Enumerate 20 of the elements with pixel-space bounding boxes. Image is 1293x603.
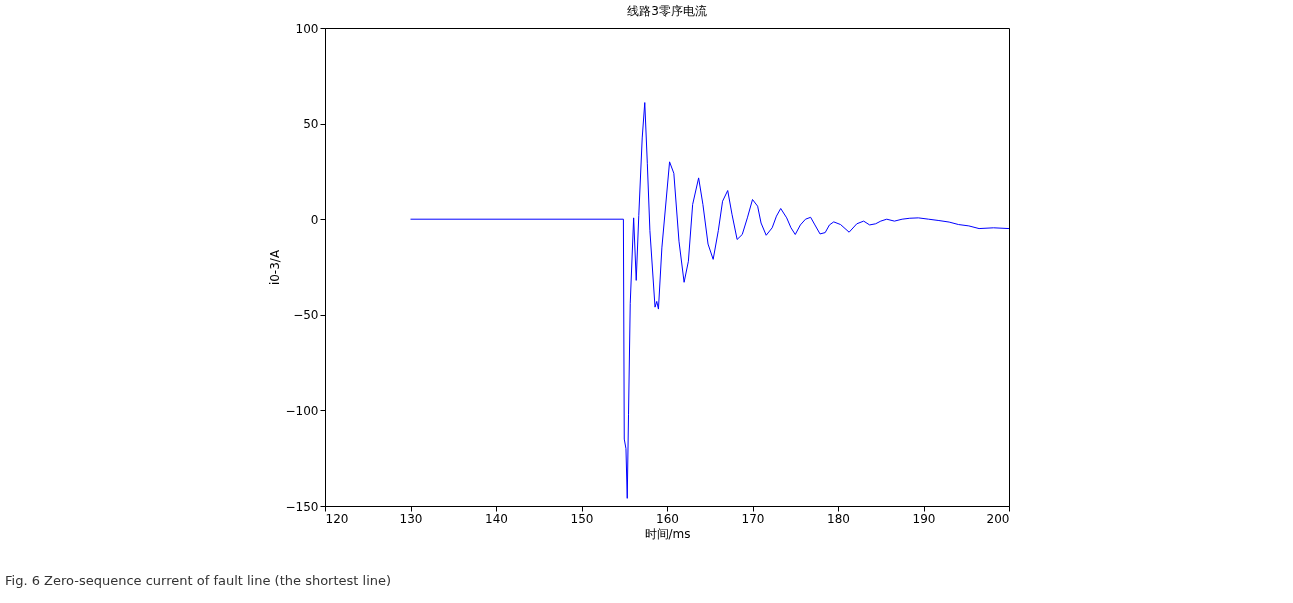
y-tick-label: 50	[303, 117, 319, 132]
y-tick-label: 100	[295, 21, 319, 36]
x-tick-label: 140	[485, 511, 508, 526]
line-series	[410, 102, 1009, 499]
y-tick-label: −50	[293, 308, 319, 323]
x-tick-label: 150	[570, 511, 594, 526]
y-tick-label: −100	[285, 403, 319, 418]
y-tick-label: 0	[310, 212, 319, 227]
x-tick-label: 190	[912, 511, 936, 526]
x-tick-label: 120	[325, 511, 349, 526]
x-tick-label: 170	[741, 511, 765, 526]
x-tick-label: 200	[986, 511, 1010, 526]
x-tick-label: 180	[827, 511, 850, 526]
x-tick-label: 160	[656, 511, 679, 526]
y-axis-title: i0-3/A	[267, 249, 282, 286]
caption: Fig. 6 Zero-sequence current of fault line (the shortest line)	[5, 573, 392, 588]
y-tick-label: −150	[285, 499, 319, 514]
x-tick-label: 130	[399, 511, 423, 526]
chart-title: 线路3零序电流	[627, 4, 707, 18]
x-axis-title: 时间/ms	[644, 526, 691, 541]
